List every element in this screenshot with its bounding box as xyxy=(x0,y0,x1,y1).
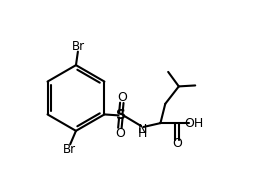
Text: H: H xyxy=(137,127,147,140)
Text: S: S xyxy=(116,108,126,122)
Text: O: O xyxy=(117,91,127,104)
Text: OH: OH xyxy=(185,117,204,130)
Text: O: O xyxy=(115,127,125,140)
Text: Br: Br xyxy=(63,143,76,156)
Text: N: N xyxy=(137,123,147,136)
Text: O: O xyxy=(172,137,182,150)
Text: Br: Br xyxy=(72,40,86,53)
